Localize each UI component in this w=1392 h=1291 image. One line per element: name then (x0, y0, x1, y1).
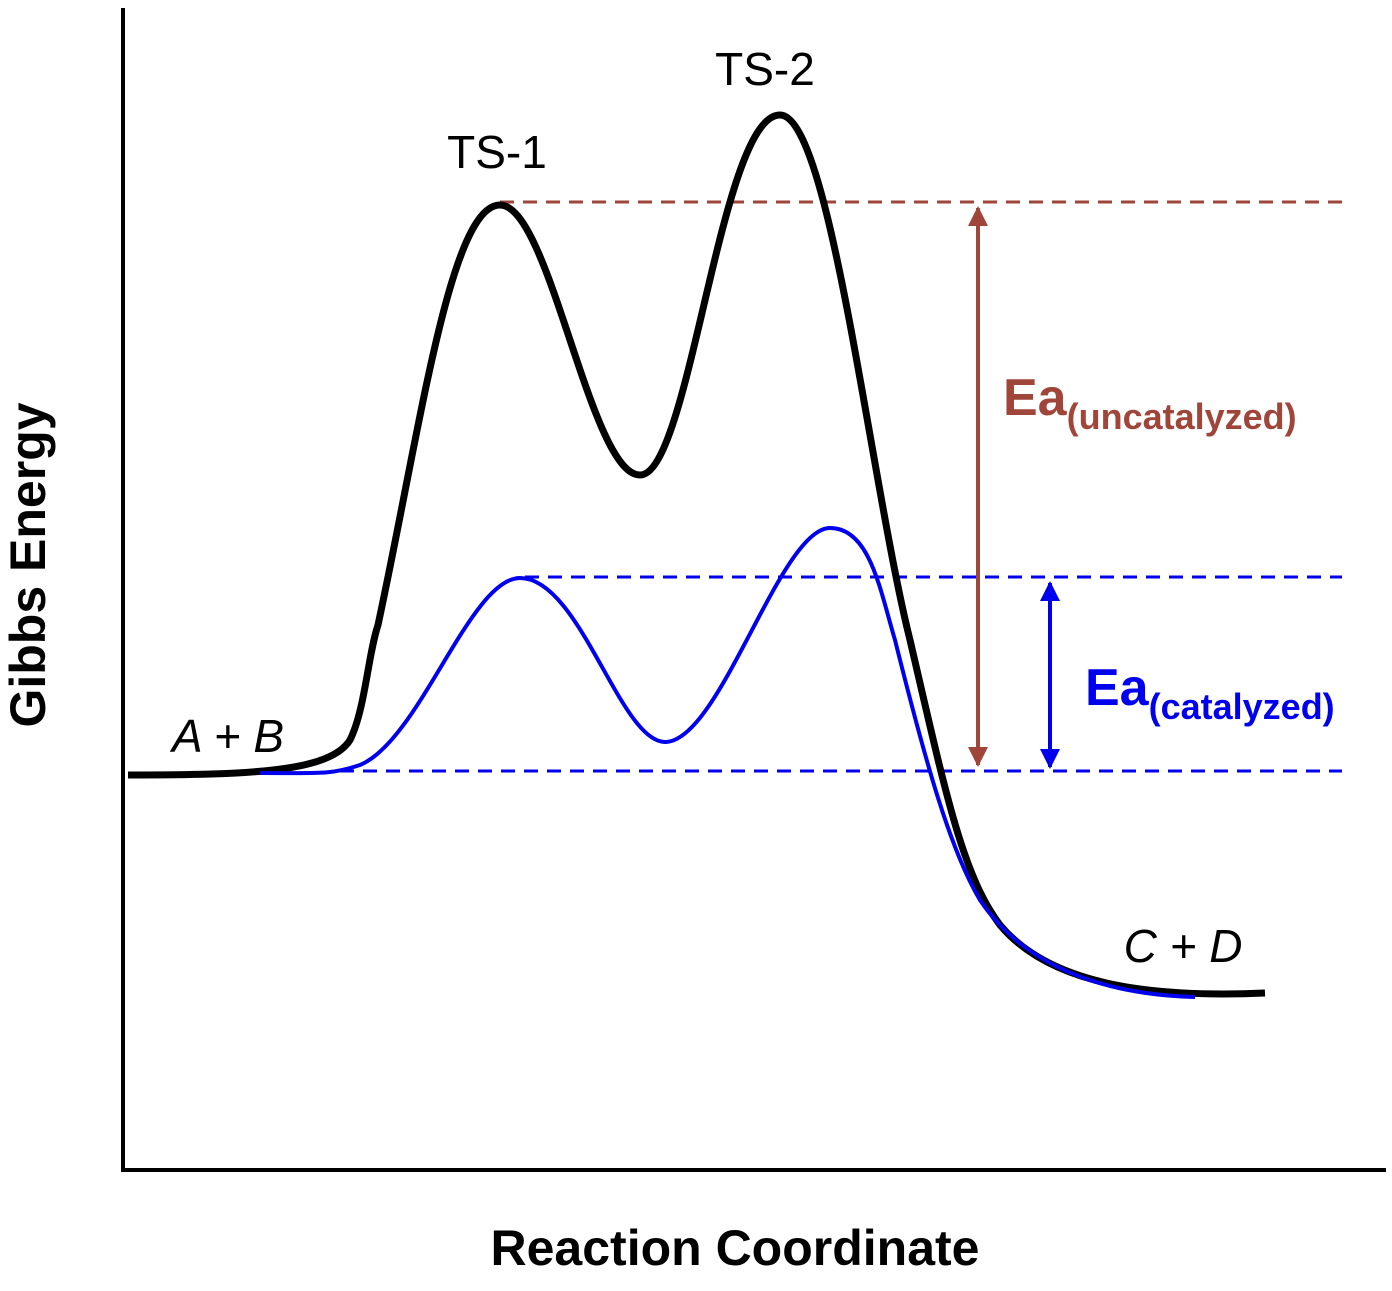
ea-main: Ea (1085, 659, 1150, 717)
uncatalyzed-curve (127, 111, 1266, 998)
ts1-label: TS-1 (447, 126, 547, 178)
ea-sub: (uncatalyzed) (1067, 396, 1297, 437)
ea-main: Ea (1003, 369, 1068, 427)
y-axis-label: Gibbs Energy (0, 402, 56, 727)
ea-catalyzed-label: Ea(catalyzed) (1085, 659, 1335, 727)
ea-sub: (catalyzed) (1149, 686, 1335, 727)
ts2-label: TS-2 (715, 43, 815, 95)
x-axis-label: Reaction Coordinate (491, 1220, 980, 1276)
ea-uncatalyzed-label: Ea(uncatalyzed) (1003, 369, 1297, 437)
products-label: C + D (1124, 920, 1243, 972)
reactants-label: A + B (169, 710, 284, 762)
catalyzed-curve (259, 525, 1196, 999)
